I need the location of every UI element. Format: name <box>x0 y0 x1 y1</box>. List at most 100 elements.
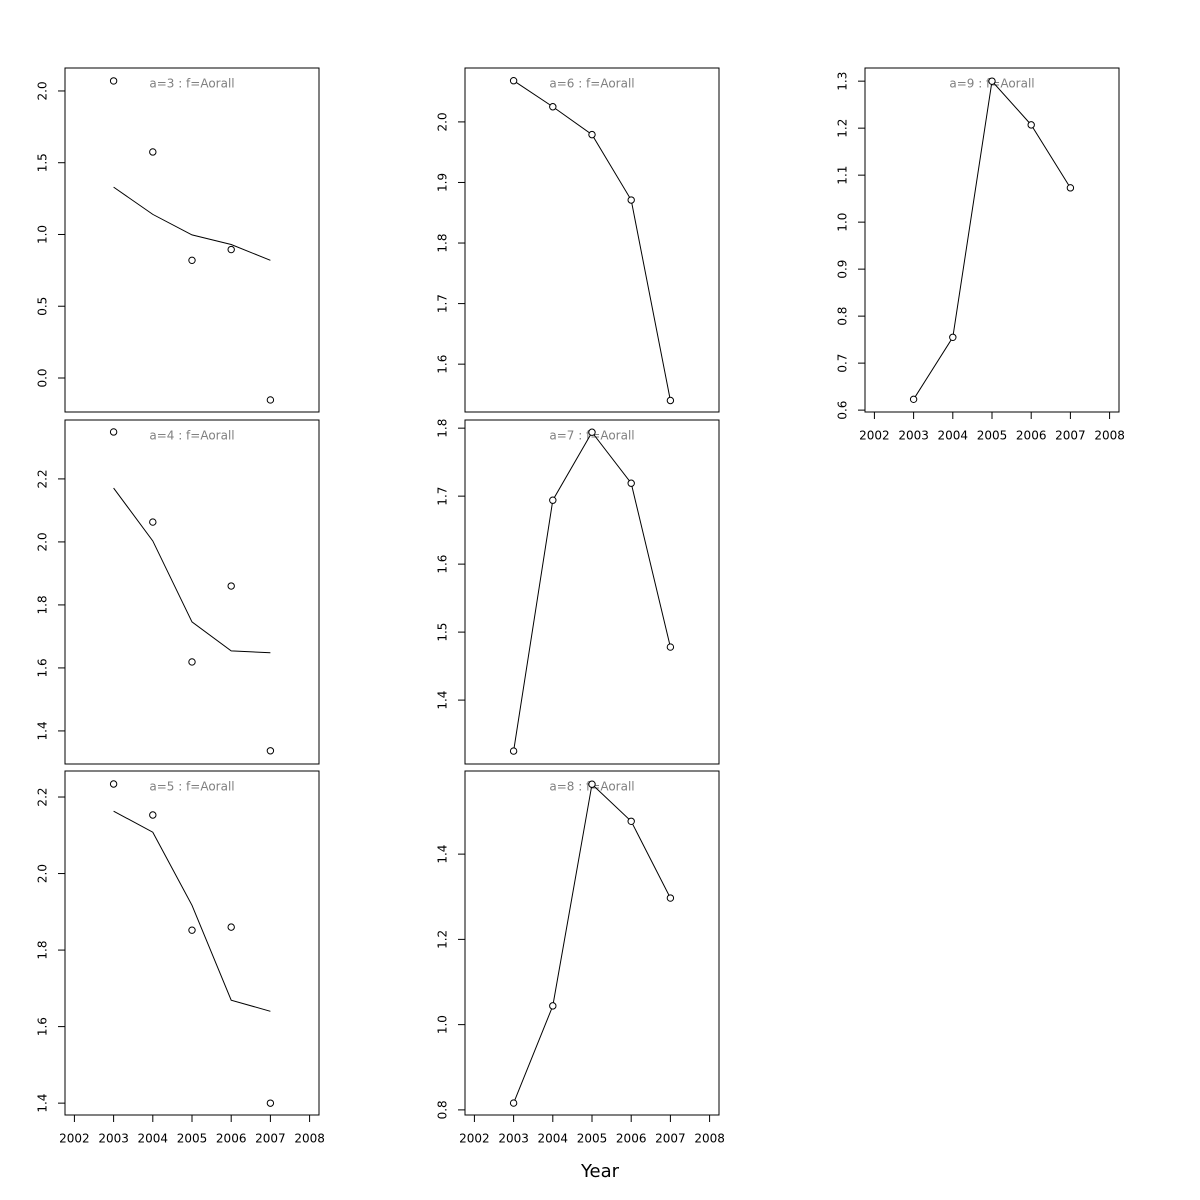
y-tick-label: 0.5 <box>36 297 50 316</box>
data-point <box>588 780 596 788</box>
y-tick-label: 1.4 <box>436 845 450 864</box>
panel-title: a=4 : f=Aorall <box>149 429 234 443</box>
y-tick-label: 2.0 <box>36 864 50 883</box>
plot-frame <box>64 419 320 765</box>
data-point <box>549 1002 557 1010</box>
y-tick-label: 1.4 <box>36 721 50 740</box>
y-tick-label: 1.7 <box>436 487 450 506</box>
y-tick-label: 1.5 <box>436 623 450 642</box>
data-point <box>266 1099 275 1107</box>
y-tick-label: 0.0 <box>36 368 50 387</box>
data-point <box>588 428 596 436</box>
series-line <box>113 810 271 1012</box>
x-tick-label: 2005 <box>177 1132 208 1146</box>
data-point <box>988 77 996 85</box>
x-tick-label: 2005 <box>577 1132 608 1146</box>
panel-title: a=6 : f=Aorall <box>549 77 634 91</box>
data-point <box>149 148 157 156</box>
series-line <box>513 431 671 752</box>
x-tick-label: 2007 <box>255 1132 286 1146</box>
y-tick-label: 1.9 <box>436 173 450 192</box>
y-tick-label: 1.0 <box>36 225 50 244</box>
plot-frame <box>64 67 320 413</box>
y-tick-label: 2.0 <box>36 532 50 551</box>
data-point <box>266 747 275 755</box>
y-tick-label: 1.8 <box>36 595 50 614</box>
data-point <box>266 396 275 404</box>
data-point <box>1066 184 1075 192</box>
y-tick-label: 1.0 <box>836 213 850 232</box>
data-point <box>666 894 675 902</box>
y-tick-label: 1.2 <box>436 930 450 949</box>
data-point <box>188 658 196 666</box>
data-point <box>627 479 635 487</box>
data-point <box>149 811 157 819</box>
data-point <box>549 496 557 504</box>
y-tick-label: 0.8 <box>436 1100 450 1119</box>
x-tick-label: 2006 <box>216 1132 247 1146</box>
y-tick-label: 0.7 <box>836 354 850 373</box>
panel-title: a=5 : f=Aorall <box>149 780 234 794</box>
x-tick-label: 2008 <box>1094 429 1125 443</box>
plot-frame <box>464 770 720 1116</box>
y-tick-label: 1.0 <box>436 1015 450 1034</box>
x-tick-label: 2002 <box>59 1132 90 1146</box>
data-point <box>588 130 596 139</box>
data-point <box>909 395 918 404</box>
data-point <box>227 245 235 254</box>
data-point <box>627 196 635 204</box>
data-point <box>509 77 518 85</box>
y-tick-label: 1.4 <box>36 1094 50 1113</box>
data-point <box>188 256 196 265</box>
series-line <box>513 80 671 401</box>
data-point <box>1027 121 1035 129</box>
data-point <box>109 780 118 788</box>
y-tick-label: 1.8 <box>36 941 50 960</box>
y-tick-label: 2.0 <box>436 112 450 131</box>
data-point <box>549 103 557 111</box>
x-tick-label: 2003 <box>98 1132 129 1146</box>
x-tick-label: 2004 <box>138 1132 169 1146</box>
series-line <box>913 80 1071 400</box>
series-line <box>513 783 671 1104</box>
series-line <box>113 186 271 261</box>
x-tick-label: 2002 <box>459 1132 490 1146</box>
data-point <box>627 817 635 825</box>
data-point <box>109 428 118 436</box>
x-axis-label: Year <box>580 1161 620 1182</box>
panel-title: a=3 : f=Aorall <box>149 77 234 91</box>
data-point <box>149 518 157 526</box>
data-point <box>109 77 118 85</box>
y-tick-label: 1.4 <box>436 691 450 710</box>
y-tick-label: 1.1 <box>836 166 850 185</box>
data-point <box>666 643 675 651</box>
x-tick-label: 2006 <box>1016 429 1047 443</box>
y-tick-label: 0.8 <box>836 307 850 326</box>
x-tick-label: 2005 <box>977 429 1008 443</box>
data-point <box>666 396 675 405</box>
y-tick-label: 1.3 <box>836 72 850 91</box>
plot-frame <box>864 67 1120 413</box>
data-point <box>509 747 518 755</box>
plot-frame <box>464 419 720 765</box>
x-tick-label: 2004 <box>538 1132 569 1146</box>
x-tick-label: 2004 <box>938 429 969 443</box>
y-tick-label: 1.6 <box>36 1017 50 1036</box>
data-point <box>227 923 235 931</box>
x-tick-label: 2002 <box>859 429 890 443</box>
y-tick-label: 1.8 <box>436 419 450 438</box>
y-tick-label: 1.6 <box>36 658 50 677</box>
y-tick-label: 1.6 <box>436 555 450 574</box>
plot-frame <box>64 770 320 1116</box>
x-tick-label: 2003 <box>898 429 929 443</box>
x-tick-label: 2008 <box>294 1132 325 1146</box>
x-tick-label: 2007 <box>1055 429 1086 443</box>
y-tick-label: 1.5 <box>36 153 50 172</box>
data-point <box>949 333 957 341</box>
data-point <box>188 926 196 934</box>
y-tick-label: 2.2 <box>36 469 50 488</box>
y-tick-label: 1.7 <box>436 294 450 313</box>
x-tick-label: 2006 <box>616 1132 647 1146</box>
